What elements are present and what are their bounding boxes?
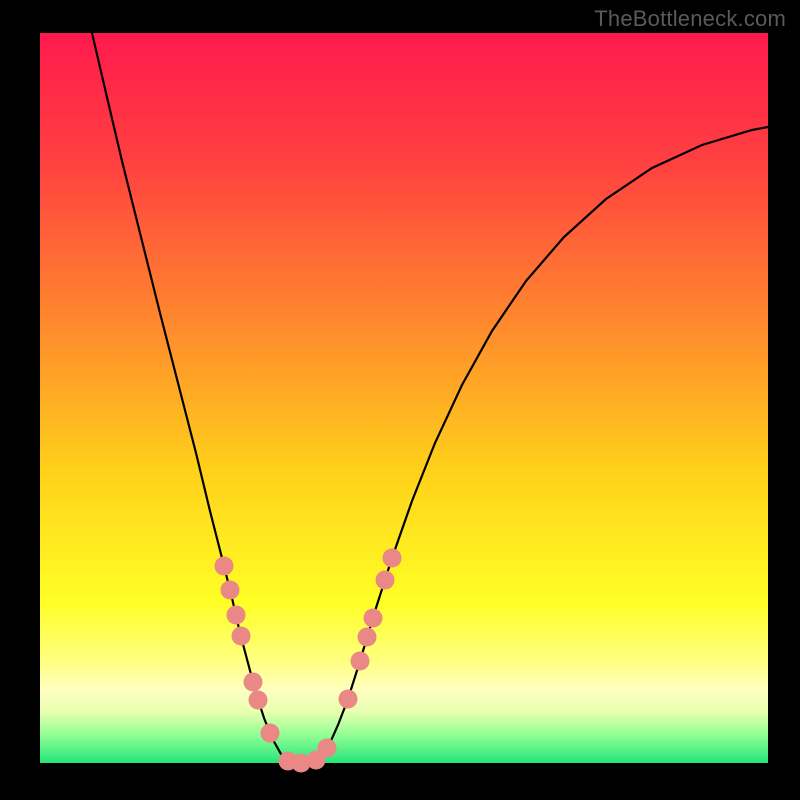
data-marker <box>227 606 246 625</box>
data-marker <box>249 691 268 710</box>
data-marker <box>339 690 358 709</box>
bottleneck-chart <box>0 0 800 800</box>
data-marker <box>232 627 251 646</box>
data-marker <box>244 673 263 692</box>
data-marker <box>215 557 234 576</box>
data-marker <box>221 581 240 600</box>
data-marker <box>261 724 280 743</box>
plot-background <box>40 33 768 763</box>
data-marker <box>351 652 370 671</box>
data-marker <box>318 739 337 758</box>
data-marker <box>383 549 402 568</box>
data-marker <box>376 571 395 590</box>
data-marker <box>364 609 383 628</box>
data-marker <box>358 628 377 647</box>
